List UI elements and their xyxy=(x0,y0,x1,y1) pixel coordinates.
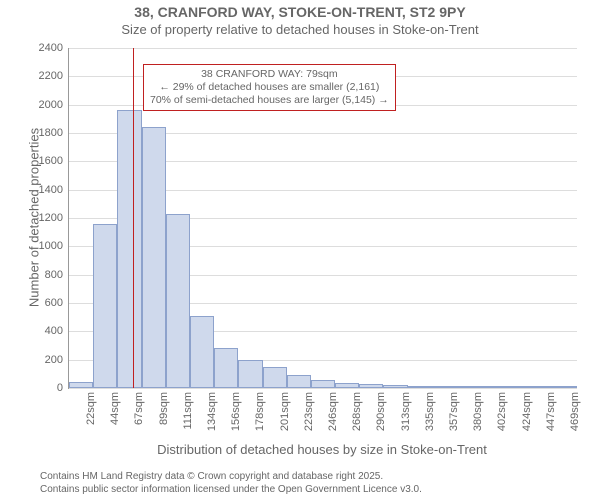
x-tick-label: 290sqm xyxy=(375,388,387,431)
annotation-line: 38 CRANFORD WAY: 79sqm xyxy=(150,68,389,81)
x-tick-label: 402sqm xyxy=(496,388,508,431)
annotation-box: 38 CRANFORD WAY: 79sqm← 29% of detached … xyxy=(143,64,396,111)
x-tick-label: 111sqm xyxy=(182,388,194,430)
footer: Contains HM Land Registry data © Crown c… xyxy=(0,471,600,496)
grid-line xyxy=(69,48,577,49)
x-tick-label: 134sqm xyxy=(206,388,218,431)
y-tick-label: 2000 xyxy=(39,99,69,111)
chart-subtitle: Size of property relative to detached ho… xyxy=(0,22,600,38)
y-tick-label: 1400 xyxy=(39,184,69,196)
histogram-bar xyxy=(263,367,287,388)
y-tick-label: 1000 xyxy=(39,240,69,252)
y-tick-label: 0 xyxy=(57,382,69,394)
histogram-bar xyxy=(93,224,117,388)
x-tick-label: 313sqm xyxy=(400,388,412,431)
x-tick-label: 246sqm xyxy=(327,388,339,431)
x-tick-label: 178sqm xyxy=(254,388,266,431)
x-axis-label: Distribution of detached houses by size … xyxy=(68,442,576,457)
x-tick-label: 268sqm xyxy=(351,388,363,431)
property-marker-line xyxy=(133,48,134,388)
x-tick-label: 447sqm xyxy=(545,388,557,431)
chart-container: 38, CRANFORD WAY, STOKE-ON-TRENT, ST2 9P… xyxy=(0,0,600,500)
x-tick-label: 89sqm xyxy=(158,388,170,425)
y-tick-label: 2400 xyxy=(39,42,69,54)
footer-line-2: Contains public sector information licen… xyxy=(40,484,600,497)
histogram-bar xyxy=(166,214,190,388)
histogram-bar xyxy=(117,110,141,388)
x-tick-label: 357sqm xyxy=(448,388,460,431)
x-tick-label: 44sqm xyxy=(109,388,121,425)
annotation-line: 70% of semi-detached houses are larger (… xyxy=(150,94,389,107)
chart-title: 38, CRANFORD WAY, STOKE-ON-TRENT, ST2 9P… xyxy=(0,4,600,21)
histogram-bar xyxy=(238,360,262,388)
histogram-bar xyxy=(287,375,311,388)
y-tick-label: 2200 xyxy=(39,70,69,82)
y-tick-label: 1200 xyxy=(39,212,69,224)
y-tick-label: 800 xyxy=(45,269,69,281)
x-tick-label: 335sqm xyxy=(424,388,436,431)
x-tick-label: 156sqm xyxy=(230,388,242,431)
plot-area: 0200400600800100012001400160018002000220… xyxy=(68,48,577,389)
histogram-bar xyxy=(214,348,238,388)
histogram-bar xyxy=(190,316,214,388)
x-tick-label: 67sqm xyxy=(133,388,145,425)
histogram-bar xyxy=(311,380,335,389)
y-tick-label: 400 xyxy=(45,325,69,337)
x-tick-label: 469sqm xyxy=(569,388,581,431)
histogram-bar xyxy=(142,127,166,388)
footer-line-1: Contains HM Land Registry data © Crown c… xyxy=(40,471,600,484)
x-tick-label: 223sqm xyxy=(303,388,315,431)
x-tick-label: 380sqm xyxy=(472,388,484,431)
annotation-line: ← 29% of detached houses are smaller (2,… xyxy=(150,81,389,94)
y-axis-label: Number of detached properties xyxy=(27,98,42,338)
x-tick-label: 22sqm xyxy=(85,388,97,425)
x-tick-label: 201sqm xyxy=(279,388,291,431)
y-tick-label: 200 xyxy=(45,354,69,366)
y-tick-label: 1600 xyxy=(39,155,69,167)
y-tick-label: 600 xyxy=(45,297,69,309)
x-tick-label: 424sqm xyxy=(521,388,533,431)
y-tick-label: 1800 xyxy=(39,127,69,139)
